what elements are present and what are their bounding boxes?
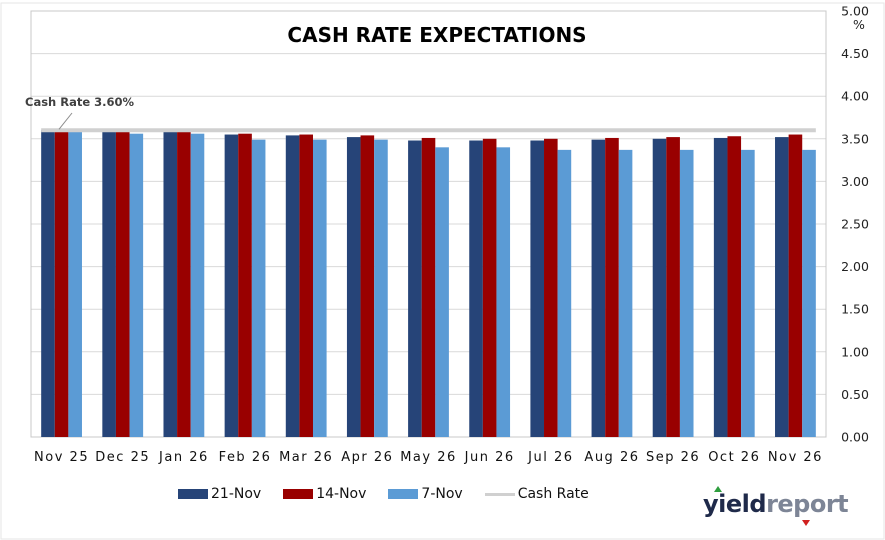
bar-7-nov-sep-26 — [679, 149, 694, 437]
x-tick-label: Dec 25 — [95, 450, 150, 465]
bar-7-nov-mar-26 — [312, 139, 327, 438]
annotation-leader-line — [58, 112, 73, 130]
legend: 21-Nov 14-Nov 7-Nov Cash Rate — [178, 486, 611, 502]
logo-text-report: report — [766, 490, 849, 518]
y-tick-label: 0.00 — [841, 430, 869, 445]
x-tick-label: Feb 26 — [219, 450, 272, 465]
bar-7-nov-jul-26 — [557, 149, 572, 437]
y-tick-label: 3.00 — [841, 174, 869, 189]
yieldreport-logo: yieldreport — [703, 486, 849, 526]
bar-21-nov-nov-26 — [775, 137, 789, 437]
bar-7-nov-nov-25 — [68, 131, 82, 437]
bar-14-nov-sep-26 — [666, 137, 680, 437]
legend-item-7-nov: 7-Nov — [388, 486, 463, 502]
bar-21-nov-mar-26 — [285, 135, 300, 437]
x-tick-label: May 26 — [400, 450, 457, 465]
bar-14-nov-dec-25 — [115, 131, 130, 437]
bar-21-nov-nov-25 — [41, 130, 55, 437]
legend-swatch-7-nov — [388, 489, 419, 499]
bar-21-nov-may-26 — [408, 140, 422, 437]
legend-swatch-cash-rate — [484, 492, 515, 496]
bar-7-nov-may-26 — [435, 147, 449, 437]
bar-21-nov-sep-26 — [652, 138, 667, 438]
bars — [41, 130, 816, 438]
logo-up-arrow-icon — [714, 486, 722, 492]
legend-swatch-21-nov — [178, 489, 208, 499]
bar-7-nov-apr-26 — [374, 139, 388, 438]
y-tick-label: 1.50 — [841, 302, 869, 317]
legend-item-14-nov: 14-Nov — [283, 486, 366, 502]
legend-label-21-nov: 21-Nov — [211, 486, 262, 502]
bar-7-nov-oct-26 — [741, 149, 755, 437]
legend-label-14-nov: 14-Nov — [316, 486, 367, 502]
bar-21-nov-apr-26 — [346, 137, 361, 437]
bar-21-nov-jan-26 — [163, 131, 178, 437]
bar-14-nov-apr-26 — [360, 135, 375, 437]
bar-14-nov-nov-25 — [54, 131, 69, 437]
bar-7-nov-dec-25 — [129, 133, 144, 438]
y-tick-label: 2.00 — [841, 259, 869, 274]
bar-14-nov-jan-26 — [177, 131, 191, 437]
chart-title: CASH RATE EXPECTATIONS — [287, 23, 586, 47]
x-tick-label: Mar 26 — [279, 450, 333, 465]
x-tick-label: Jul 26 — [527, 450, 573, 465]
x-tick-label: Apr 26 — [341, 450, 393, 465]
bar-14-nov-jun-26 — [482, 138, 497, 438]
x-tick-label: Jun 26 — [464, 450, 515, 465]
bar-21-nov-jun-26 — [469, 140, 483, 437]
bar-21-nov-aug-26 — [591, 139, 606, 438]
legend-swatch-14-nov — [283, 489, 314, 499]
x-tick-label: Nov 25 — [34, 450, 89, 465]
bar-14-nov-aug-26 — [605, 137, 619, 437]
y-tick-label: 1.00 — [841, 344, 869, 359]
y-tick-label: 3.50 — [841, 131, 869, 146]
legend-item-cash-rate: Cash Rate — [484, 486, 589, 502]
y-tick-label: 4.00 — [841, 89, 869, 104]
logo-down-arrow-icon — [802, 520, 810, 526]
y-axis-ticks: 0.00 0.50 1.00 1.50 2.00 2.50 3.00 3.50 4.00 4.50… — [841, 4, 869, 445]
legend-item-21-nov: 21-Nov — [178, 486, 261, 502]
x-tick-label: Sep 26 — [646, 450, 700, 465]
cash-rate-annotation: Cash Rate 3.60% — [25, 95, 135, 109]
y-tick-label: 0.50 — [841, 387, 869, 402]
bar-14-nov-nov-26 — [788, 134, 803, 438]
bar-14-nov-oct-26 — [727, 136, 742, 437]
x-tick-label: Jan 26 — [158, 450, 209, 465]
y-tick-label: 2.50 — [841, 217, 869, 232]
y-tick-label: 4.50 — [841, 46, 869, 61]
bar-7-nov-feb-26 — [251, 139, 266, 438]
bar-7-nov-jun-26 — [496, 147, 511, 437]
bar-14-nov-feb-26 — [238, 133, 252, 438]
bar-7-nov-aug-26 — [618, 149, 633, 437]
logo-text-yield: yield — [703, 490, 767, 518]
bar-7-nov-jan-26 — [190, 133, 205, 438]
y-tick-label: 5.00 — [841, 4, 869, 19]
bar-14-nov-mar-26 — [299, 134, 313, 438]
bar-14-nov-may-26 — [421, 137, 436, 437]
legend-label-7-nov: 7-Nov — [421, 486, 463, 502]
legend-label-cash-rate: Cash Rate — [517, 486, 589, 502]
bar-14-nov-jul-26 — [544, 138, 558, 438]
y-axis-unit: % — [853, 17, 865, 32]
x-tick-label: Oct 26 — [708, 450, 760, 465]
bar-21-nov-oct-26 — [713, 137, 728, 437]
x-tick-label: Nov 26 — [768, 450, 823, 465]
bar-21-nov-feb-26 — [224, 134, 239, 438]
bar-7-nov-nov-26 — [802, 149, 816, 437]
bar-21-nov-jul-26 — [530, 140, 545, 437]
bar-21-nov-dec-25 — [102, 131, 116, 437]
x-tick-label: Aug 26 — [584, 450, 639, 465]
x-axis-ticks: Nov 25 Dec 25 Jan 26 Feb 26 Mar 26 Apr 26 May … — [34, 450, 823, 465]
